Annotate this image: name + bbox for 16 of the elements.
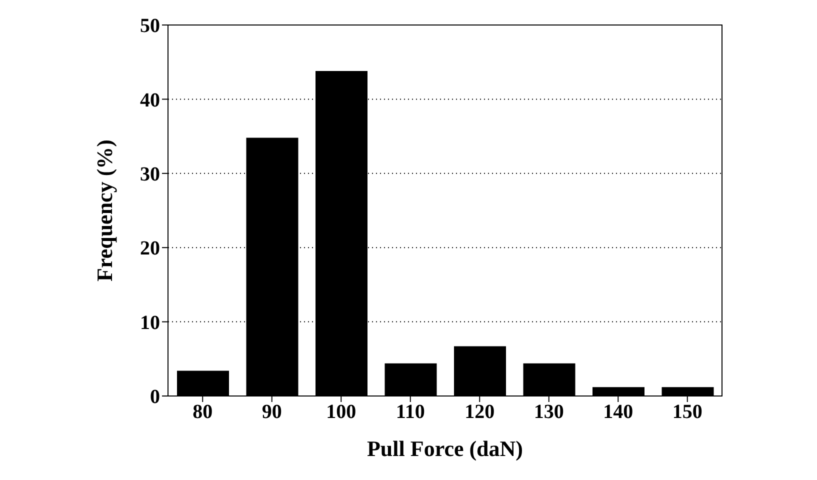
x-axis-title: Pull Force (daN) <box>366 436 524 461</box>
y-tick-label: 50 <box>140 15 160 38</box>
y-tick-label: 40 <box>140 89 160 112</box>
y-tick-label: 0 <box>150 386 160 408</box>
x-tick-label: 90 <box>262 401 282 424</box>
x-tick-label: 140 <box>603 401 634 424</box>
x-tick-label: 80 <box>192 401 213 424</box>
x-tick-label: 100 <box>326 401 356 424</box>
y-tick-label: 10 <box>140 312 160 334</box>
x-tick-label: 120 <box>464 401 495 424</box>
y-tick-label: 30 <box>140 164 160 186</box>
y-tick-label: 20 <box>140 238 160 260</box>
x-tick-label: 150 <box>672 401 702 424</box>
y-axis-title: Frequency (%) <box>92 140 117 282</box>
x-tick-label: 110 <box>396 401 425 424</box>
x-tick-label: 130 <box>534 401 564 424</box>
